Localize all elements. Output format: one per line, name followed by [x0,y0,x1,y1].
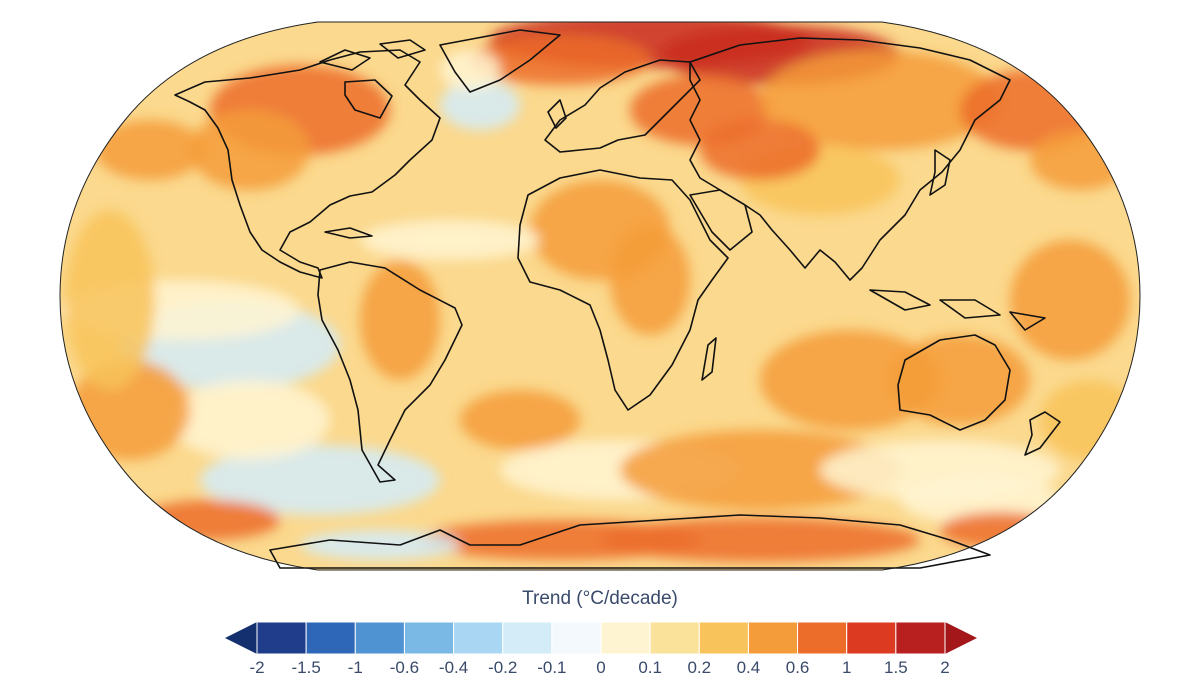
coast-greenland [439,29,561,93]
temperature-patch [170,380,330,460]
colorbar-tick-label: -1 [348,658,363,675]
legend-title: Trend (°C/decade) [522,588,678,609]
colorbar-tick-label: -0.1 [537,658,566,675]
coast-north-america [174,49,441,279]
colorbar-tick-label: 2 [940,658,949,675]
coast-europe [544,59,701,153]
colorbar-over-arrow [945,622,977,654]
colorbar-tick-label: -0.4 [439,658,468,675]
colorbar-swatch [354,621,405,655]
colorbar-swatch [453,621,504,655]
coast-africa [517,169,729,411]
temperature-patch [890,335,1030,425]
colorbar: -2 -1.5 -1 -0.6 -0.4 -0.2 -0.1 0 0.1 0.2 0.4 0.6 1 1.… [225,621,977,675]
temperature-patch [1030,130,1130,190]
temperature-patch [610,225,690,335]
temperature-patch [620,430,900,510]
colorbar-tick-label: -2 [249,658,264,675]
map-svg [59,21,1141,571]
coast-hudson-bay [344,79,393,119]
colorbar-tick-label: -0.6 [390,658,419,675]
colorbar-swatch [698,621,749,655]
colorbar-swatch [649,621,700,655]
temperature-patch [360,220,540,260]
colorbar-swatch [895,621,946,655]
temperature-patch [1040,380,1140,460]
trend-map [59,21,1141,571]
coast-new-zealand [1024,411,1061,456]
coast-arctic-islands [319,39,426,71]
coast-australia [897,334,1011,431]
coast-south-america [317,261,463,483]
colorbar-tick-label: 0 [596,658,605,675]
colorbar-tick-label: -0.2 [488,658,517,675]
temperature-patch [760,330,940,430]
temperature-patch [760,50,1000,150]
coastlines [174,29,1061,569]
temperature-field [60,22,1140,562]
colorbar-tick-label: 0.1 [638,658,662,675]
temperature-patch [65,210,155,390]
colorbar-swatch [403,621,455,655]
colorbar-tick-label: 0.2 [687,658,711,675]
temperature-patch [140,500,280,540]
temperature-patch [95,120,205,180]
colorbar-swatch [551,621,602,655]
temperature-patch [460,390,580,450]
colorbar-swatch [846,621,897,655]
colorbar-tick-label: 1 [842,658,851,675]
coast-madagascar [701,337,717,381]
coast-caribbean [324,227,373,239]
colorbar-swatch [747,621,799,655]
temperature-patch [440,50,500,90]
colorbar-swatch [502,621,553,655]
globe-outline [59,21,1141,571]
colorbar-under-arrow [225,622,257,654]
colorbar-swatch [305,621,356,655]
coast-indonesia [869,289,1046,331]
temperature-patch [470,35,650,85]
colorbar-tick-label: 0.4 [737,658,761,675]
colorbar-legend: Trend (°C/decade) -2 -1.5 -1 -0.6 -0.4 -0.2 -0… [0,580,1200,675]
colorbar-tick-label: 0.6 [786,658,810,675]
colorbar-swatch [797,621,848,655]
temperature-patch [700,120,820,180]
temperature-patch [300,530,460,560]
temperature-patch [600,518,920,562]
coast-japan [929,149,951,196]
temperature-patch [190,110,310,190]
coast-asia [689,37,1011,281]
coast-uk [547,99,567,129]
colorbar-tick-label: -1.5 [291,658,320,675]
temperature-patch [900,475,1060,525]
temperature-patch [440,80,520,130]
colorbar-swatch [600,621,651,655]
coast-antarctica [269,514,991,569]
field-layer [60,22,1140,570]
colorbar-tick-label: 1.5 [884,658,908,675]
temperature-patch [1010,240,1130,360]
colorbar-swatch [256,621,307,655]
